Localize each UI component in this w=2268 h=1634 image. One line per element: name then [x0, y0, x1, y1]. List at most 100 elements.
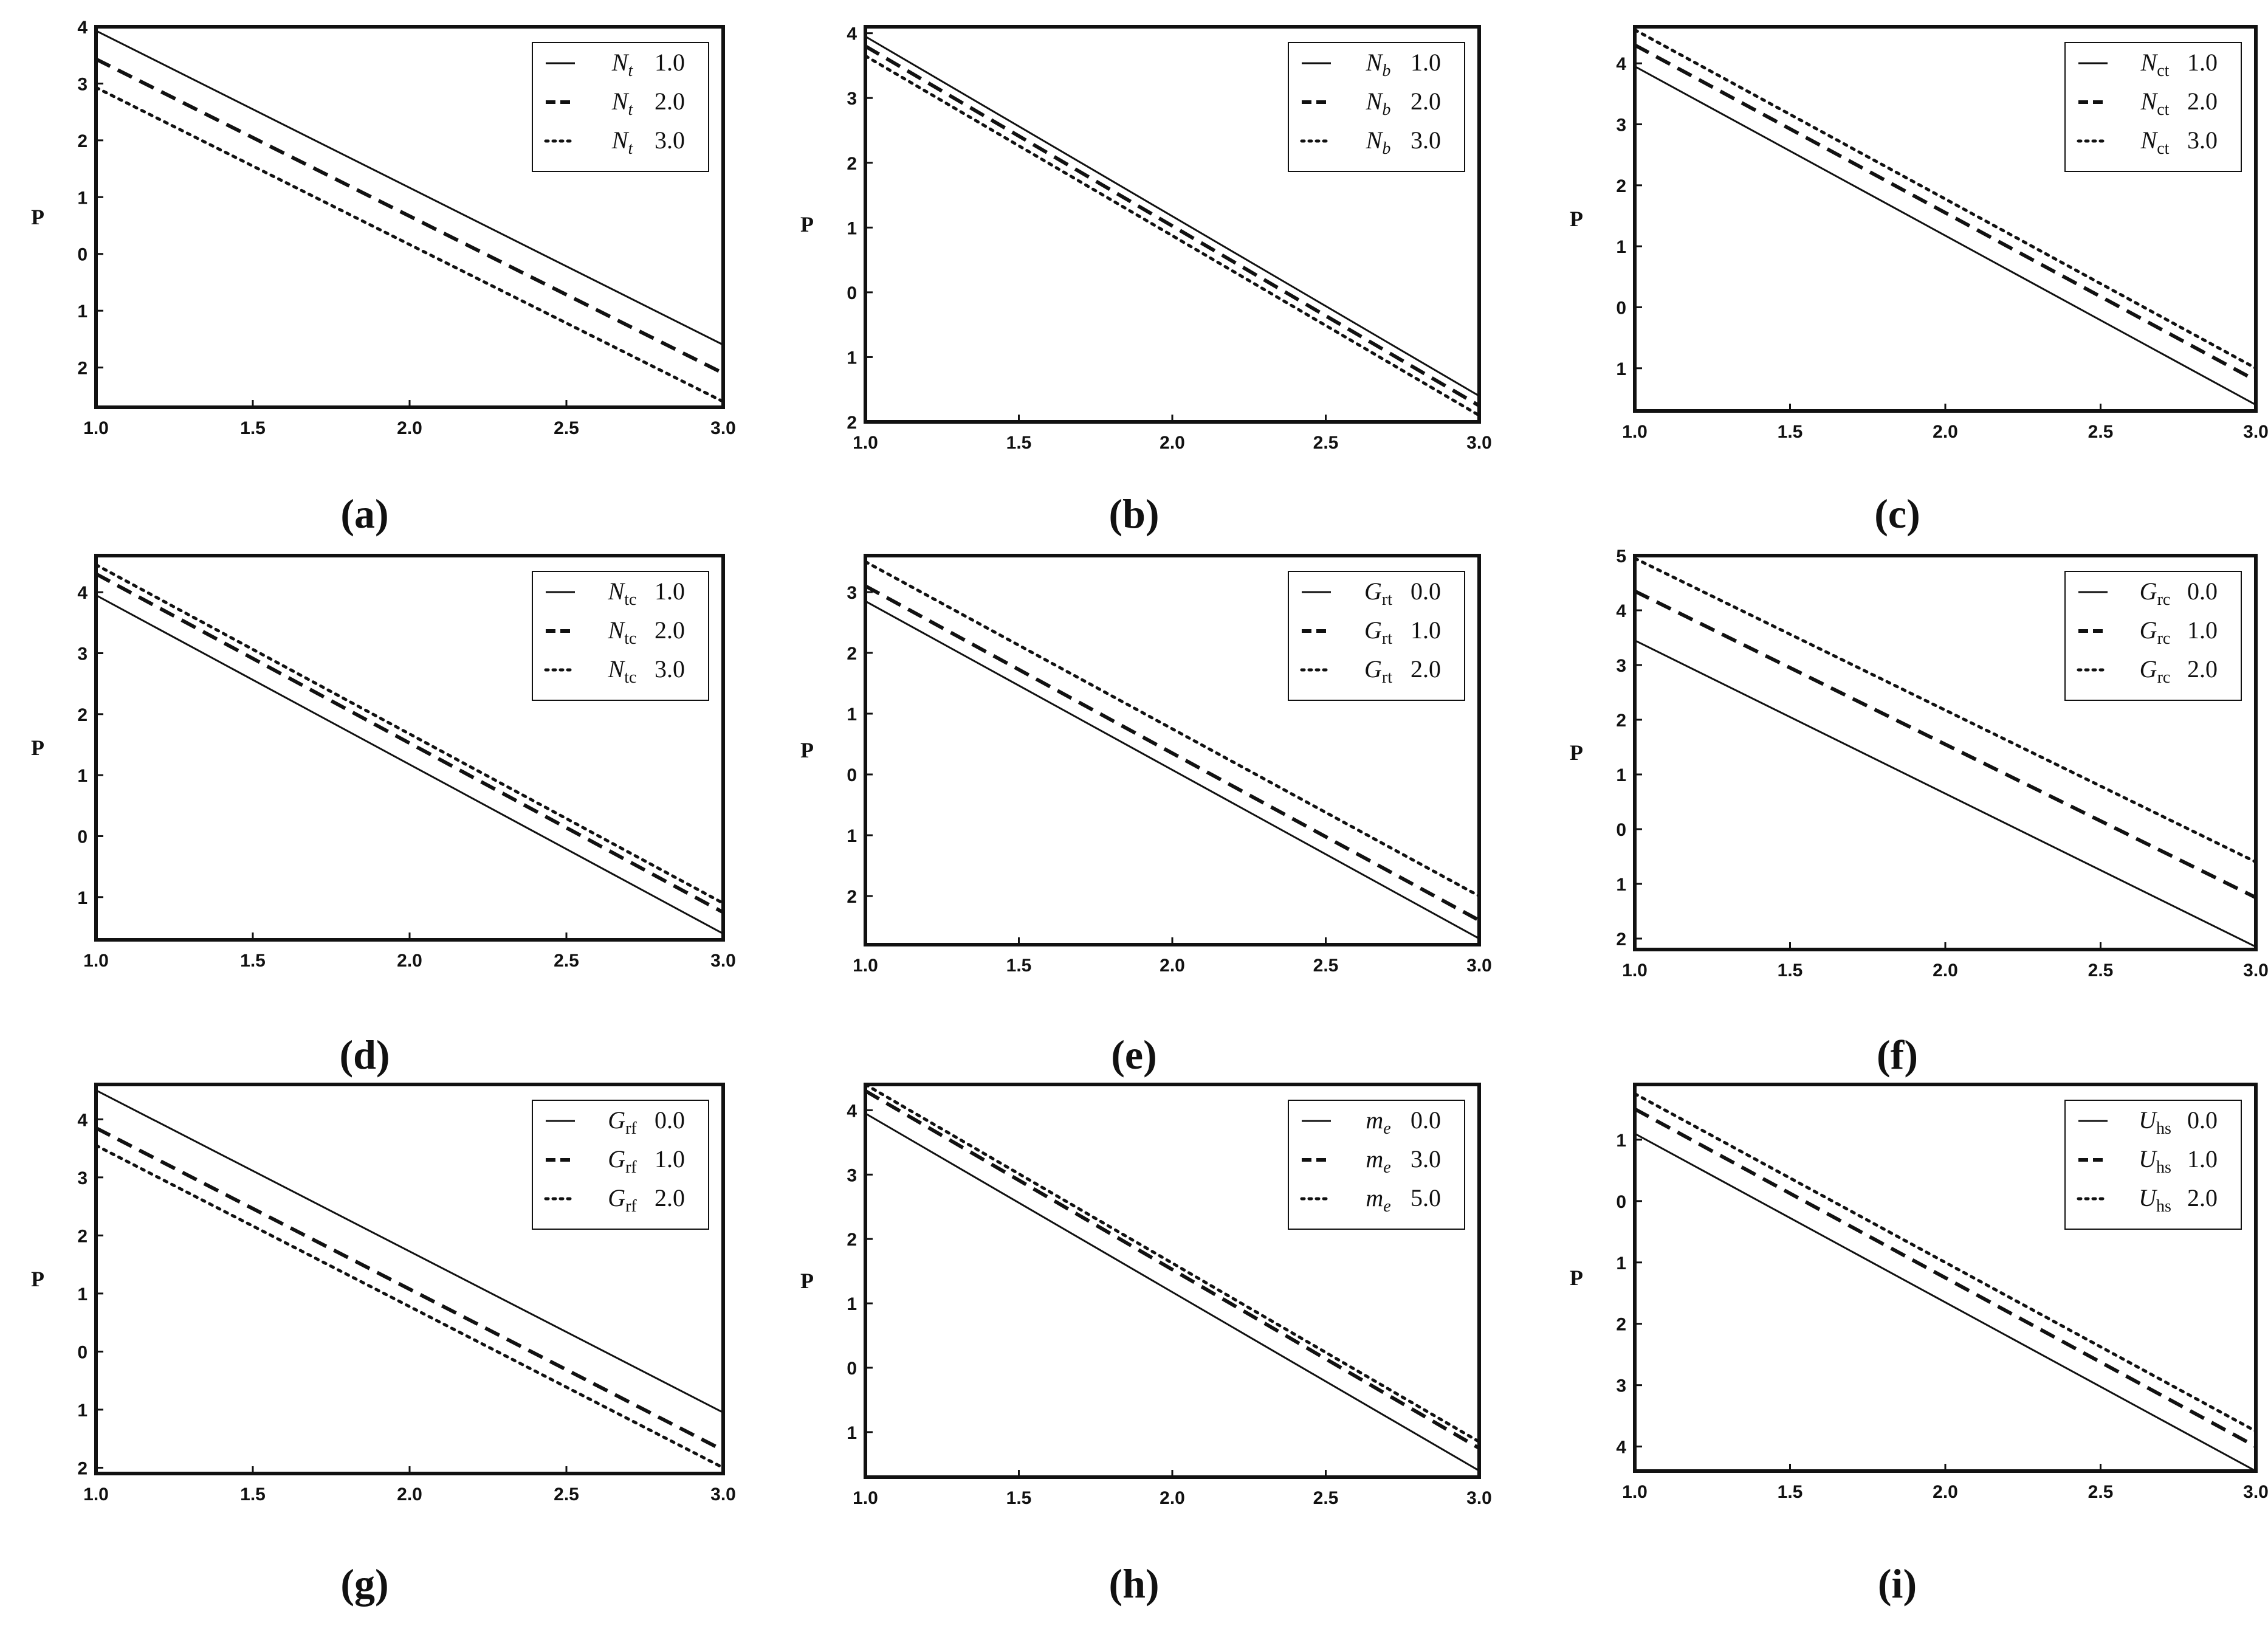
- legend-value-a-0: 1.0: [655, 49, 685, 76]
- legend-label-c-1: Nct: [2140, 88, 2170, 119]
- legend-value-i-0: 0.0: [2187, 1106, 2218, 1134]
- y-tick-label-a-3: 1: [77, 188, 88, 208]
- legend-value-a-2: 3.0: [655, 126, 685, 154]
- y-tick-label-a-5: 1: [77, 302, 88, 322]
- y-tick-label-i-1: 0: [1616, 1192, 1626, 1212]
- series-line-i-0: [1635, 1132, 2256, 1471]
- x-tick-label-b-0: 1.0: [853, 433, 878, 453]
- y-tick-label-b-0: 4: [847, 24, 857, 44]
- y-tick-label-c-3: 1: [1616, 237, 1626, 257]
- x-tick-label-f-1: 1.5: [1778, 960, 1803, 981]
- panel-label-d: (d): [339, 1032, 390, 1078]
- legend-value-e-0: 0.0: [1411, 577, 1441, 605]
- y-tick-label-f-6: 1: [1616, 875, 1626, 895]
- x-tick-label-i-0: 1.0: [1622, 1482, 1648, 1502]
- y-tick-label-g-3: 1: [77, 1284, 88, 1305]
- x-tick-label-g-3: 2.5: [554, 1484, 579, 1505]
- panel-label-e: (e): [1111, 1032, 1157, 1078]
- legend-value-i-1: 1.0: [2187, 1145, 2218, 1173]
- series-line-i-2: [1635, 1092, 2256, 1433]
- panel-label-h: (h): [1108, 1560, 1160, 1607]
- y-tick-label-g-0: 4: [77, 1110, 88, 1130]
- y-tick-label-d-5: 1: [77, 888, 88, 908]
- series-line-f-1: [1635, 589, 2256, 900]
- x-tick-label-c-0: 1.0: [1622, 422, 1648, 442]
- x-tick-label-c-2: 2.0: [1933, 422, 1958, 442]
- y-axis-label-h: P: [800, 1269, 814, 1293]
- x-tick-label-g-1: 1.5: [240, 1484, 266, 1505]
- x-tick-label-h-3: 2.5: [1313, 1488, 1339, 1508]
- x-tick-label-b-3: 2.5: [1313, 433, 1339, 453]
- y-axis-label-b: P: [800, 212, 814, 236]
- x-tick-label-i-3: 2.5: [2088, 1482, 2114, 1502]
- y-tick-label-i-4: 3: [1616, 1376, 1626, 1396]
- legend-label-c-2: Nct: [2140, 126, 2170, 158]
- x-tick-label-i-2: 2.0: [1933, 1482, 1958, 1502]
- y-tick-label-a-4: 0: [77, 245, 88, 265]
- y-tick-label-h-3: 1: [847, 1294, 857, 1314]
- x-tick-label-h-2: 2.0: [1160, 1488, 1185, 1508]
- legend-label-h-2: me: [1366, 1184, 1390, 1216]
- series-line-a-0: [96, 30, 723, 346]
- legend-value-g-0: 0.0: [655, 1106, 685, 1134]
- y-tick-label-b-4: 0: [847, 283, 857, 303]
- y-tick-label-h-1: 3: [847, 1165, 857, 1185]
- series-line-c-1: [1635, 43, 2256, 382]
- series-line-e-0: [865, 600, 1479, 940]
- series-line-d-0: [96, 594, 723, 935]
- x-tick-label-b-1: 1.5: [1006, 433, 1032, 453]
- x-tick-label-c-3: 2.5: [2088, 422, 2114, 442]
- x-tick-label-a-4: 3.0: [710, 418, 736, 438]
- legend-value-b-2: 3.0: [1411, 126, 1441, 154]
- y-tick-label-g-5: 1: [77, 1401, 88, 1421]
- y-tick-label-f-7: 2: [1616, 929, 1626, 950]
- series-line-b-2: [865, 54, 1479, 417]
- series-line-b-0: [865, 35, 1479, 397]
- y-axis-label-d: P: [31, 736, 44, 760]
- panel-label-c: (c): [1874, 491, 1920, 537]
- legend-label-f-1: Grc: [2140, 616, 2171, 648]
- y-tick-label-g-6: 2: [77, 1458, 88, 1478]
- legend-value-b-1: 2.0: [1411, 88, 1441, 115]
- legend-h: me 0.0me 3.0me 5.0: [1288, 1100, 1465, 1230]
- y-tick-label-c-5: 1: [1616, 359, 1626, 379]
- legend-value-h-2: 5.0: [1411, 1184, 1441, 1212]
- legend-value-f-2: 2.0: [2187, 655, 2218, 683]
- y-tick-label-d-0: 4: [77, 583, 88, 603]
- series-line-g-2: [96, 1143, 723, 1469]
- y-tick-label-b-1: 3: [847, 89, 857, 109]
- x-tick-label-e-0: 1.0: [853, 956, 878, 976]
- y-tick-label-i-3: 2: [1616, 1315, 1626, 1335]
- y-tick-label-f-1: 4: [1616, 601, 1626, 621]
- x-tick-label-d-4: 3.0: [710, 951, 736, 971]
- y-tick-label-g-4: 0: [77, 1342, 88, 1362]
- legend-value-f-1: 1.0: [2187, 616, 2218, 644]
- y-tick-label-h-5: 1: [847, 1423, 857, 1443]
- y-axis-label-a: P: [31, 205, 44, 229]
- y-tick-label-g-1: 3: [77, 1168, 88, 1188]
- y-tick-label-i-0: 1: [1616, 1131, 1626, 1151]
- x-tick-label-c-4: 3.0: [2243, 422, 2268, 442]
- y-tick-label-d-4: 0: [77, 827, 88, 847]
- y-tick-label-f-0: 5: [1616, 546, 1626, 567]
- legend-a: Nt 1.0Nt 2.0Nt 3.0: [532, 42, 709, 172]
- y-tick-label-g-2: 2: [77, 1226, 88, 1246]
- y-tick-label-e-5: 2: [847, 887, 857, 907]
- x-tick-label-i-1: 1.5: [1778, 1482, 1803, 1502]
- y-tick-label-i-5: 4: [1616, 1438, 1626, 1458]
- y-tick-label-e-0: 3: [847, 583, 857, 603]
- legend-label-d-0: Ntc: [608, 577, 637, 609]
- y-tick-label-e-1: 2: [847, 644, 857, 664]
- x-tick-label-d-0: 1.0: [83, 951, 109, 971]
- legend-label-b-0: Nb: [1366, 49, 1391, 80]
- y-tick-label-i-2: 1: [1616, 1253, 1626, 1274]
